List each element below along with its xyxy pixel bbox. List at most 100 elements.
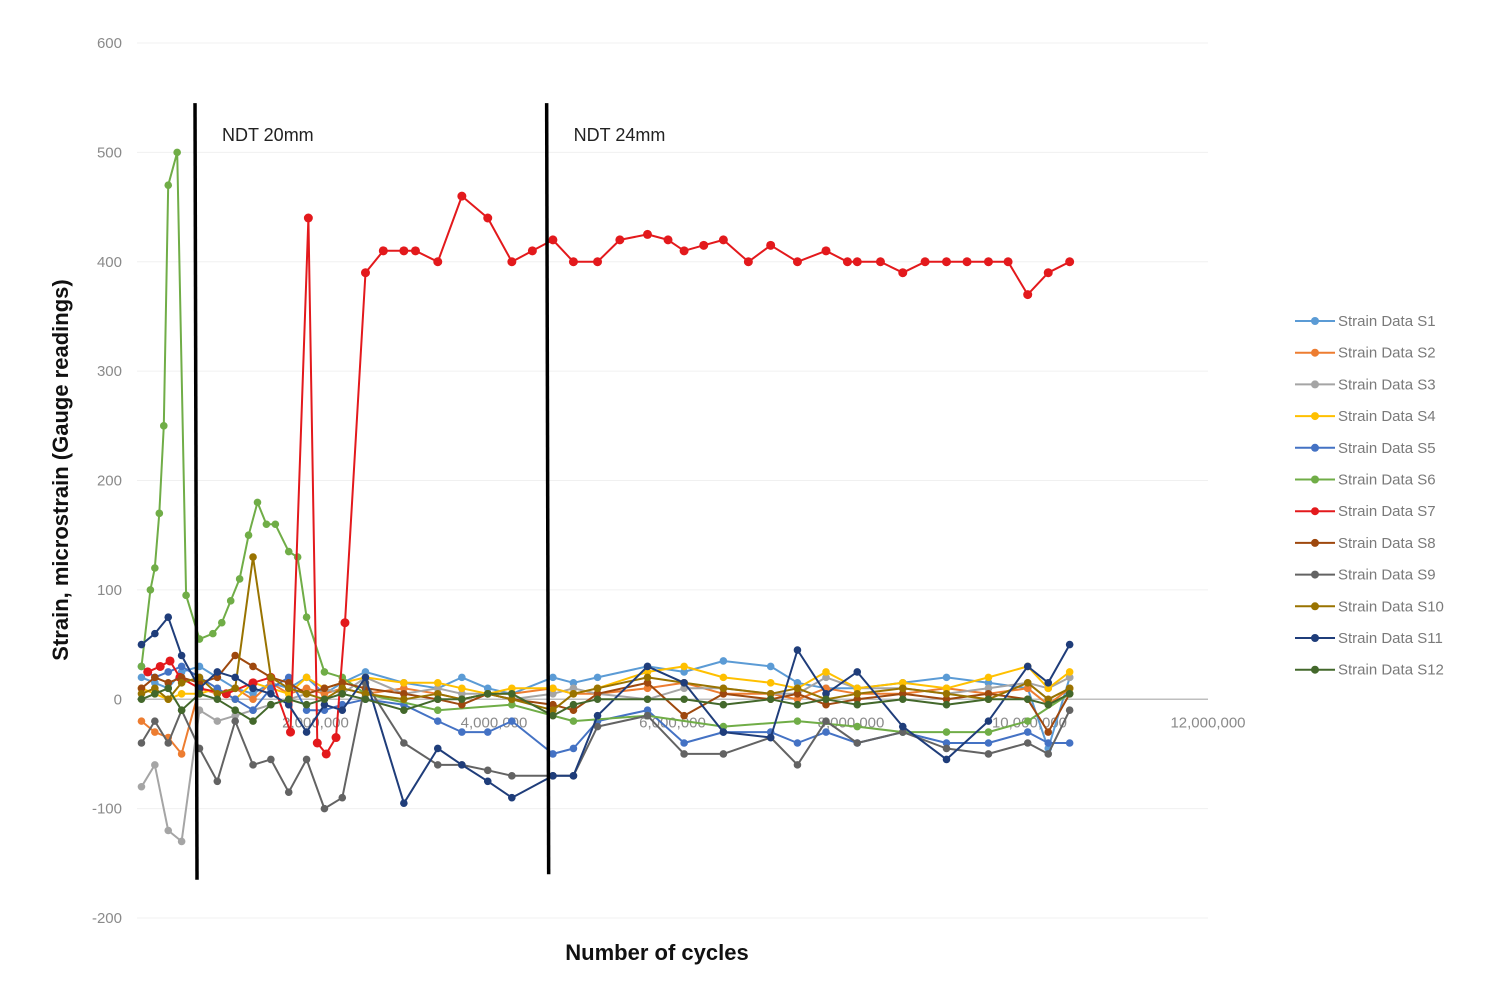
data-point xyxy=(680,679,688,687)
data-point xyxy=(593,257,603,267)
data-point xyxy=(213,673,222,682)
data-point xyxy=(164,668,173,676)
data-point xyxy=(284,788,293,797)
data-point xyxy=(226,597,235,605)
data-point xyxy=(898,684,907,693)
data-point xyxy=(213,777,222,786)
data-point xyxy=(1023,717,1032,725)
data-point xyxy=(793,761,802,769)
ndt-label: NDT 20mm xyxy=(222,125,314,145)
data-point xyxy=(399,246,409,256)
data-point xyxy=(962,257,972,267)
data-point xyxy=(1044,684,1053,693)
data-point xyxy=(983,257,993,267)
data-point xyxy=(267,700,275,709)
data-point xyxy=(1023,728,1032,736)
data-point xyxy=(302,728,311,736)
data-point xyxy=(433,744,442,753)
data-point xyxy=(231,673,239,682)
data-point xyxy=(483,766,492,775)
series-1 xyxy=(137,657,1074,753)
data-point xyxy=(284,695,293,704)
data-point xyxy=(792,257,802,267)
data-point xyxy=(1044,679,1053,687)
data-point xyxy=(302,684,311,693)
data-point xyxy=(302,613,311,622)
data-point xyxy=(173,148,181,157)
data-point xyxy=(549,684,557,693)
data-point xyxy=(719,684,728,693)
data-point xyxy=(338,793,347,802)
y-tick-label: 0 xyxy=(114,691,122,708)
legend-item: Strain Data S6 xyxy=(1295,472,1436,489)
data-point xyxy=(643,706,652,714)
data-point xyxy=(853,700,862,709)
data-point xyxy=(1065,257,1075,267)
data-point xyxy=(549,673,557,682)
data-point xyxy=(853,695,862,704)
y-tick-labels: -200 -100 0 100 200 300 400 500 600 xyxy=(92,35,122,927)
data-point xyxy=(793,717,802,725)
data-point xyxy=(410,246,420,256)
data-point xyxy=(822,695,830,704)
data-point xyxy=(231,706,239,714)
data-point xyxy=(400,684,408,693)
data-point xyxy=(360,268,370,278)
data-point xyxy=(458,728,466,736)
data-point xyxy=(164,679,173,687)
data-point xyxy=(458,684,466,693)
data-point xyxy=(164,613,173,622)
data-point xyxy=(569,700,578,709)
data-point xyxy=(549,700,557,709)
data-point xyxy=(286,727,296,737)
legend-item: Strain Data S7 xyxy=(1295,503,1436,520)
data-point xyxy=(433,761,442,769)
data-point xyxy=(643,662,652,671)
data-point xyxy=(942,739,951,747)
y-tick-label: 300 xyxy=(97,363,122,380)
data-point xyxy=(213,684,222,693)
data-point xyxy=(920,257,930,267)
data-point xyxy=(718,235,728,245)
legend-label: Strain Data S3 xyxy=(1338,376,1436,393)
data-point xyxy=(458,689,466,698)
data-point xyxy=(719,728,728,736)
data-point xyxy=(164,684,173,693)
series-7 xyxy=(143,191,1075,759)
legend-marker xyxy=(1311,443,1319,452)
data-point xyxy=(151,717,159,725)
data-point xyxy=(853,722,862,731)
data-point xyxy=(213,689,222,698)
series-line xyxy=(147,195,1071,755)
data-point xyxy=(508,684,516,693)
data-point xyxy=(151,689,159,698)
x-tick-label: 12,000,000 xyxy=(1170,714,1245,731)
series-6 xyxy=(137,148,1074,736)
data-point xyxy=(320,695,329,704)
data-point xyxy=(680,711,688,720)
data-point xyxy=(568,257,578,267)
data-point xyxy=(569,706,578,714)
data-point xyxy=(680,695,688,704)
data-point xyxy=(793,689,802,698)
data-point xyxy=(1023,684,1032,693)
data-point xyxy=(549,711,557,720)
data-point xyxy=(338,679,347,687)
data-point xyxy=(743,257,753,267)
legend-marker xyxy=(1311,475,1319,484)
data-point xyxy=(483,689,492,698)
data-point xyxy=(1044,700,1053,709)
data-point xyxy=(853,684,862,693)
data-point xyxy=(361,673,370,682)
data-point xyxy=(400,679,408,687)
data-point xyxy=(151,673,159,682)
data-point xyxy=(822,689,830,698)
data-point xyxy=(942,744,951,753)
data-point xyxy=(898,689,907,698)
data-point xyxy=(984,689,993,698)
legend-label: Strain Data S1 xyxy=(1338,313,1436,330)
data-point xyxy=(177,750,186,758)
data-point xyxy=(680,750,688,758)
data-point xyxy=(400,695,408,704)
